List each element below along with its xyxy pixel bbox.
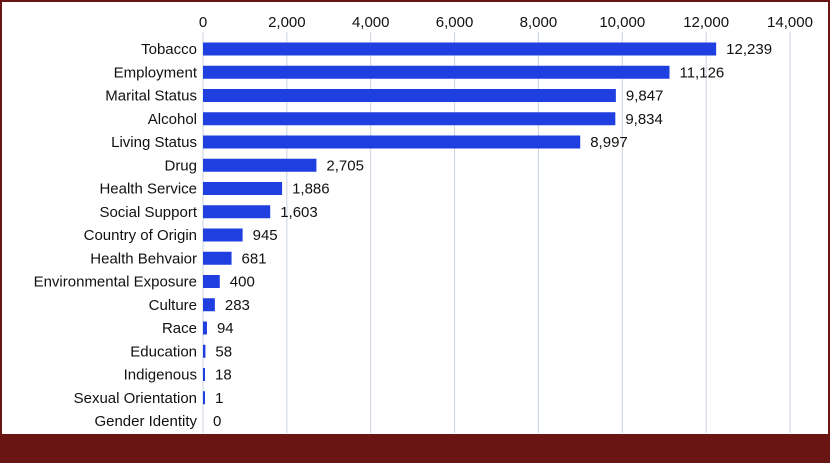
category-label: Tobacco xyxy=(141,41,197,58)
category-label: Employment xyxy=(114,64,198,81)
category-label: Health Service xyxy=(99,181,197,198)
category-label: Country of Origin xyxy=(84,227,197,244)
x-tick-label: 6,000 xyxy=(436,14,474,31)
value-label: 0 xyxy=(213,413,221,430)
category-label: Living Status xyxy=(111,134,197,151)
category-label: Education xyxy=(130,343,197,360)
category-label: Sexual Orientation xyxy=(74,390,197,407)
category-label: Gender Identity xyxy=(94,413,197,430)
value-label: 9,847 xyxy=(626,88,664,105)
x-tick-label: 14,000 xyxy=(767,14,813,31)
value-label: 1 xyxy=(215,390,223,407)
value-label: 283 xyxy=(225,297,250,314)
bar xyxy=(203,228,243,242)
value-label: 1,603 xyxy=(280,204,318,221)
x-tick-label: 10,000 xyxy=(599,14,645,31)
value-label: 681 xyxy=(242,250,267,267)
value-label: 9,834 xyxy=(625,111,663,128)
bar xyxy=(203,298,215,312)
category-label: Race xyxy=(162,320,197,337)
value-label: 1,886 xyxy=(292,181,330,198)
bar xyxy=(203,135,581,149)
category-label: Drug xyxy=(164,157,197,174)
category-labels: Tobacco Employment Marital Status Alcohol Li… xyxy=(34,41,198,430)
bar xyxy=(203,321,207,335)
bar xyxy=(203,391,205,405)
category-label: Health Behvaior xyxy=(90,250,197,267)
bar xyxy=(203,182,283,195)
bar xyxy=(203,158,317,172)
category-label: Culture xyxy=(149,297,197,314)
bar xyxy=(203,275,220,288)
value-label: 12,239 xyxy=(726,41,772,58)
bar xyxy=(203,42,717,56)
bar xyxy=(203,205,271,219)
x-tick-label: 4,000 xyxy=(352,14,390,31)
category-label: Marital Status xyxy=(105,88,197,105)
category-label: Social Support xyxy=(99,204,197,221)
value-label: 11,126 xyxy=(679,64,724,81)
category-label: Environmental Exposure xyxy=(34,274,197,291)
bar xyxy=(203,65,670,79)
bar xyxy=(203,251,232,265)
category-label: Indigenous xyxy=(124,367,197,384)
bars xyxy=(203,42,717,405)
bar xyxy=(203,89,616,102)
x-tick-label: 0 xyxy=(199,14,207,31)
x-tick-label: 12,000 xyxy=(683,14,729,31)
x-tick-label: 8,000 xyxy=(520,14,558,31)
value-label: 2,705 xyxy=(326,157,364,174)
category-label: Alcohol xyxy=(148,111,197,128)
value-label: 945 xyxy=(253,227,278,244)
x-tick-label: 2,000 xyxy=(268,14,306,31)
chart-frame: 0 2,000 4,000 6,000 8,000 10,000 12,000 14,000 … xyxy=(2,2,828,434)
bar-chart: 0 2,000 4,000 6,000 8,000 10,000 12,000 14,000 … xyxy=(34,14,813,433)
bottom-band xyxy=(0,434,830,463)
x-axis-ticks: 0 2,000 4,000 6,000 8,000 10,000 12,000 14,000 xyxy=(199,14,813,31)
value-label: 400 xyxy=(230,274,255,291)
bar xyxy=(203,368,205,381)
value-label: 58 xyxy=(215,343,232,360)
bar xyxy=(203,344,206,358)
value-label: 18 xyxy=(215,367,232,384)
value-label: 8,997 xyxy=(590,134,628,151)
value-label: 94 xyxy=(217,320,234,337)
bar xyxy=(203,112,616,126)
